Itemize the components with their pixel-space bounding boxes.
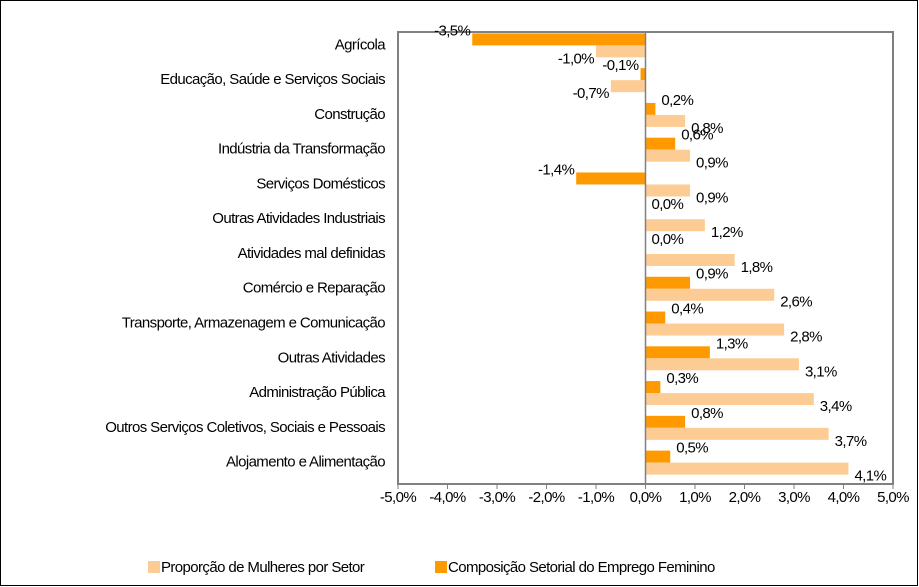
bar <box>576 172 646 185</box>
data-label: 1,3% <box>716 335 748 352</box>
data-label: -0,1% <box>602 57 638 74</box>
x-tick-label: 1,0% <box>679 489 711 506</box>
category-label: Administração Pública <box>249 384 386 401</box>
bar <box>645 346 710 359</box>
category-label: Transporte, Armazenagem e Comunicação <box>122 315 385 332</box>
data-label: 2,6% <box>780 294 812 311</box>
x-tick-label: 4,0% <box>828 489 860 506</box>
data-label: -1,0% <box>558 50 594 67</box>
bar <box>645 415 686 428</box>
bar <box>596 45 646 58</box>
category-label: Educação, Saúde e Serviços Sociais <box>160 71 385 88</box>
bar <box>645 137 676 150</box>
bar <box>645 393 814 406</box>
x-tick-label: 3,0% <box>778 489 810 506</box>
bar <box>472 33 646 46</box>
data-label: 3,1% <box>805 363 837 380</box>
bar <box>645 311 666 324</box>
legend-label: Proporção de Mulheres por Setor <box>161 559 365 576</box>
bar <box>645 427 829 440</box>
data-label: 0,8% <box>691 120 723 137</box>
bar <box>645 358 799 371</box>
x-tick-label: 0,0% <box>630 489 662 506</box>
category-label: Outras Atividades <box>278 349 385 366</box>
data-label: -1,4% <box>538 161 574 178</box>
x-tick-label: -4,0% <box>429 489 465 506</box>
bar <box>645 219 705 232</box>
data-label: 1,8% <box>741 259 773 276</box>
x-tick-label: 2,0% <box>729 489 761 506</box>
category-label: Outras Atividades Industriais <box>212 210 385 227</box>
bar <box>645 149 691 162</box>
data-label: -0,7% <box>573 85 609 102</box>
category-label: Outros Serviços Coletivos, Sociais e Pes… <box>105 419 385 436</box>
data-label: 0,2% <box>661 92 693 109</box>
category-label: Serviços Domésticos <box>256 175 385 192</box>
category-label: Construção <box>314 106 385 123</box>
bar <box>610 80 646 93</box>
category-label: Comércio e Reparação <box>243 280 385 297</box>
x-tick-label: -2,0% <box>528 489 564 506</box>
category-label: Indústria da Transformação <box>218 141 385 158</box>
category-label: Alojamento e Alimentação <box>226 454 385 471</box>
data-label: 3,7% <box>835 433 867 450</box>
x-tick-label: -3,0% <box>479 489 515 506</box>
data-label: 1,2% <box>711 224 743 241</box>
bar <box>645 102 656 115</box>
data-label: -3,5% <box>434 22 470 39</box>
data-label: 0,4% <box>671 301 703 318</box>
x-tick-label: -1,0% <box>578 489 614 506</box>
legend-swatch <box>148 561 160 573</box>
bar <box>645 323 785 336</box>
x-tick-label: -5,0% <box>380 489 416 506</box>
bar <box>645 381 661 394</box>
data-label: 0,9% <box>696 189 728 206</box>
data-label: 3,4% <box>820 398 852 415</box>
category-label: Atividades mal definidas <box>238 245 385 262</box>
category-label: Agrícola <box>335 36 386 53</box>
x-tick-label: 5,0% <box>877 489 909 506</box>
data-label: 0,0% <box>652 196 684 213</box>
data-label: 0,9% <box>696 266 728 283</box>
data-label: 4,1% <box>854 468 886 485</box>
bar <box>645 254 735 266</box>
legend-label: Composição Setorial do Emprego Feminino <box>448 559 715 576</box>
bar <box>645 276 691 289</box>
data-label: 0,5% <box>676 440 708 457</box>
data-label: 0,6% <box>681 127 713 144</box>
bar <box>645 184 691 197</box>
data-label: 0,0% <box>652 231 684 248</box>
bar <box>645 288 775 301</box>
bar <box>640 68 646 81</box>
legend-swatch <box>435 561 447 573</box>
data-label: 2,8% <box>790 329 822 346</box>
data-label: 0,3% <box>666 370 698 387</box>
data-label: 0,8% <box>691 405 723 422</box>
data-label: 0,9% <box>696 155 728 172</box>
bar <box>645 450 671 463</box>
bar <box>645 114 686 127</box>
bar <box>645 462 849 475</box>
